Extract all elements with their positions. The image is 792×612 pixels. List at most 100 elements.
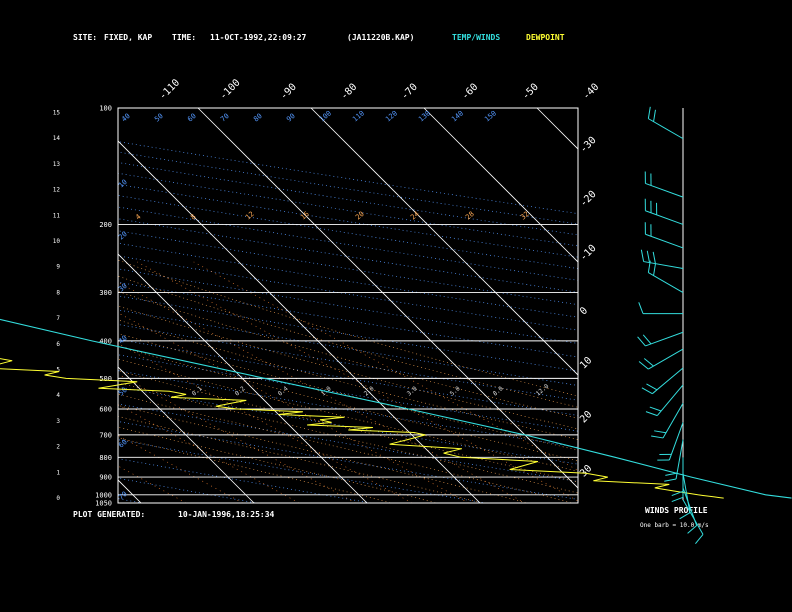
- height-tick-label: 6: [56, 341, 60, 348]
- left-theta-label: 60: [117, 438, 129, 450]
- wind-barb-flag: [638, 361, 649, 370]
- site-value: FIXED, KAP: [104, 33, 153, 42]
- pressure-tick-label: 1000: [95, 491, 112, 499]
- mixing-ratio-label: 8: [189, 213, 197, 222]
- moist-adiabat: [118, 416, 482, 503]
- height-tick-label: 5: [56, 367, 60, 374]
- height-tick-label: 1: [56, 469, 60, 476]
- pressure-tick-label: 100: [99, 105, 112, 113]
- wind-barb-flag: [646, 250, 651, 263]
- wind-barb-staff: [645, 182, 684, 198]
- plot-area: [118, 108, 792, 503]
- dry-adiabat-label: 100: [318, 109, 333, 123]
- wind-barb-flag: [653, 109, 656, 122]
- wind-barb-staff: [662, 403, 684, 439]
- isotherm-line: [118, 366, 255, 503]
- wind-barb-staff: [648, 118, 684, 140]
- temp-tick-right: 20: [578, 409, 594, 425]
- dry-adiabat-label: 90: [285, 112, 297, 124]
- dry-adiabat-label: 130: [417, 109, 432, 123]
- isotherm-line: [650, 108, 792, 503]
- plot-generated-value: 10-JAN-1996,18:25:34: [178, 510, 275, 519]
- mixing-ratio-label: 28: [464, 210, 476, 222]
- mixing-ratio-line: [118, 343, 413, 503]
- wind-barb-flag: [652, 251, 656, 264]
- height-tick-label: 12: [53, 187, 61, 194]
- mixing-ratio-line: [118, 281, 526, 503]
- left-theta-label: 10: [117, 178, 129, 190]
- wind-barb-flag: [638, 302, 644, 314]
- temp-tick-right: 30: [578, 463, 594, 479]
- dry-adiabat-label: 40: [120, 112, 132, 124]
- temp-tick-top: -50: [520, 82, 541, 103]
- time-label: TIME:: [172, 33, 197, 42]
- moist-adiabat: [118, 291, 578, 419]
- saturation-label: 8.0: [492, 385, 505, 398]
- moist-adiabat: [118, 370, 578, 483]
- temp-tick-right: -20: [578, 189, 599, 210]
- saturation-label: 3.0: [406, 385, 419, 398]
- dry-adiabat-label: 150: [483, 109, 498, 123]
- saturation-label: 5.0: [449, 385, 462, 398]
- wind-barb-flag: [646, 383, 658, 391]
- dry-adiabat: [118, 458, 372, 503]
- mixing-ratio-line: [118, 404, 300, 503]
- wind-barb-flag: [664, 478, 677, 482]
- temp-tick-top: -100: [218, 77, 243, 102]
- temp-tick-top: -90: [278, 82, 299, 103]
- wind-barb-flag: [654, 430, 667, 434]
- height-tick-label: 15: [53, 110, 61, 117]
- moist-adiabat: [118, 382, 578, 494]
- left-theta-label: 30: [117, 282, 129, 294]
- wind-barb-staff: [645, 331, 684, 347]
- wind-barb-flag: [645, 411, 658, 417]
- isotherm-line: [118, 140, 481, 503]
- dry-adiabat: [118, 403, 578, 482]
- height-tick-label: 4: [56, 392, 60, 399]
- pressure-tick-label: 800: [99, 454, 112, 462]
- moist-adiabat: [118, 305, 578, 430]
- mixing-ratio-line: [118, 465, 187, 503]
- height-tick-label: 14: [53, 135, 61, 142]
- moist-adiabat: [118, 437, 392, 503]
- pressure-tick-label: 600: [99, 405, 112, 413]
- dry-adiabat: [118, 421, 578, 500]
- dewpoint-legend: DEWPOINT: [526, 33, 565, 42]
- wind-barb-flag: [649, 406, 662, 412]
- wind-barb-staff: [648, 348, 684, 370]
- height-tick-label: 11: [53, 212, 61, 219]
- moist-adiabat: [118, 426, 437, 503]
- isotherm-line: [118, 253, 368, 503]
- dry-adiabat-label: 70: [219, 112, 231, 124]
- mixing-ratio-line: [118, 435, 243, 503]
- dewpoint-profile: [0, 358, 724, 499]
- pressure-tick-label: 500: [99, 375, 112, 383]
- height-tick-label: 3: [56, 418, 60, 425]
- moist-adiabat: [118, 405, 527, 503]
- dry-adiabat-label: 140: [450, 109, 465, 123]
- plot-generated-label: PLOT GENERATED:: [73, 510, 146, 519]
- dry-adiabat: [118, 354, 578, 432]
- wind-barb-flag: [642, 334, 652, 345]
- dry-adiabat-label: 120: [384, 109, 399, 123]
- left-theta-label: 50: [117, 386, 129, 398]
- mixing-ratio-line: [193, 261, 578, 471]
- pressure-tick-label: 1050: [95, 500, 112, 508]
- wind-barb-staff: [656, 384, 684, 416]
- wind-barb-flag: [671, 496, 684, 503]
- temp-tick-right: 0: [578, 305, 590, 317]
- saturation-label: 0.1: [191, 385, 204, 398]
- wind-barb-flag: [653, 263, 656, 276]
- file-label: (JA11220B.KAP): [347, 33, 415, 42]
- pressure-tick-label: 300: [99, 289, 112, 297]
- wind-barb-staff: [675, 439, 684, 480]
- temp-tick-top: -70: [399, 82, 420, 103]
- wind-barb-flag: [640, 249, 645, 262]
- wind-barb-staff: [648, 272, 684, 293]
- plot-frame: [117, 107, 579, 504]
- wind-barb-staff: [668, 422, 684, 461]
- temp-tick-right: -10: [578, 243, 599, 264]
- pressure-tick-label: 200: [99, 221, 112, 229]
- time-value: 11-OCT-1992,22:09:27: [210, 33, 307, 42]
